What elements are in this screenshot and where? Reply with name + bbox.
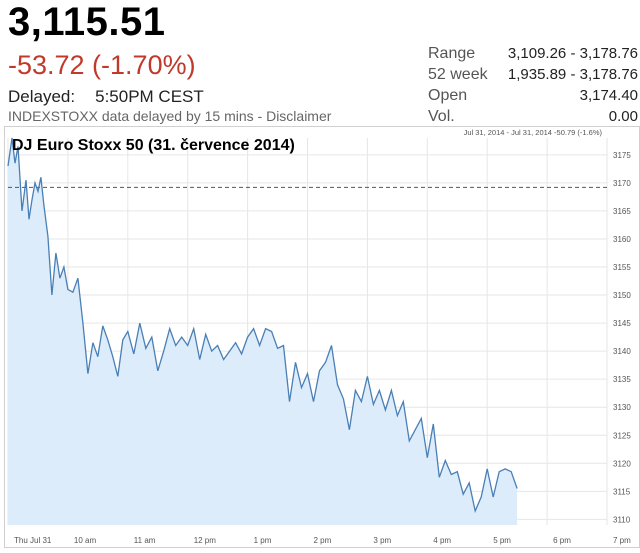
chart-header-info: Jul 31, 2014 - Jul 31, 2014 -50.79 (-1.6… [464, 128, 603, 137]
stats-row-52week: 52 week 1,935.89 - 3,178.76 [428, 64, 638, 85]
stats-row-open: Open 3,174.40 [428, 85, 638, 106]
price-line [7, 137, 518, 514]
chart-title: DJ Euro Stoxx 50 (31. července 2014) [12, 137, 295, 154]
x-tick-label: 1 pm [254, 536, 272, 545]
y-tick-label: 3145 [613, 319, 631, 328]
last-price: 3,115.51 [8, 0, 166, 44]
stat-label: Range [428, 44, 476, 62]
x-tick-label: 6 pm [553, 536, 571, 545]
stat-value: 1,935.89 - 3,178.76 [507, 66, 638, 83]
stats-table: Range 3,109.26 - 3,178.76 52 week 1,935.… [428, 43, 638, 127]
delayed-time: 5:50PM CEST [95, 87, 204, 106]
delayed-label: Delayed: [8, 87, 76, 106]
stat-label: Vol. [428, 107, 455, 125]
intraday-chart: 3110 3115 3120 3125 3130 3135 3140 3145 3150 3155… [4, 126, 640, 548]
y-tick-label: 3110 [613, 515, 631, 524]
y-tick-label: 3160 [613, 235, 631, 244]
stat-label: Open [428, 86, 468, 104]
y-tick-label: 3170 [613, 179, 631, 188]
price-area [8, 138, 518, 525]
stat-label: 52 week [428, 65, 488, 83]
x-tick-label: 7 pm [613, 536, 631, 545]
stats-row-range: Range 3,109.26 - 3,178.76 [428, 43, 638, 64]
chart-svg: 3110 3115 3120 3125 3130 3135 3140 3145 3150 3155… [4, 126, 640, 548]
x-tick-label: 11 am [134, 536, 156, 545]
y-tick-label: 3150 [613, 291, 631, 300]
y-tick-label: 3140 [613, 347, 631, 356]
stat-value: 3,174.40 [579, 87, 638, 104]
x-tick-label: 10 am [74, 536, 97, 545]
stat-value: 3,109.26 - 3,178.76 [507, 45, 638, 62]
x-tick-label: 4 pm [433, 536, 451, 545]
y-tick-label: 3125 [613, 431, 631, 440]
x-tick-label: 3 pm [373, 536, 391, 545]
y-tick-label: 3165 [613, 207, 631, 216]
y-tick-label: 3155 [613, 263, 631, 272]
x-axis: Thu Jul 31 10 am 11 am 12 pm 1 pm 2 pm 3 pm 4 p… [14, 536, 631, 545]
price-change: -53.72 (-1.70%) [8, 50, 196, 80]
stats-row-volume: Vol. 0.00 [428, 106, 638, 127]
x-tick-label: 12 pm [194, 536, 217, 545]
y-tick-label: 3175 [613, 151, 631, 160]
x-tick-label: Thu Jul 31 [14, 536, 52, 545]
x-tick-label: 2 pm [314, 536, 332, 545]
y-axis: 3110 3115 3120 3125 3130 3135 3140 3145 3150 3155… [613, 151, 631, 525]
y-tick-label: 3135 [613, 375, 631, 384]
delay-info: Delayed: 5:50PM CEST [8, 87, 204, 107]
data-source-note: INDEXSTOXX data delayed by 15 mins - Dis… [8, 108, 332, 124]
stat-value: 0.00 [608, 108, 638, 125]
y-tick-label: 3130 [613, 403, 631, 412]
x-tick-label: 5 pm [493, 536, 511, 545]
y-tick-label: 3120 [613, 459, 631, 468]
y-tick-label: 3115 [613, 487, 631, 496]
